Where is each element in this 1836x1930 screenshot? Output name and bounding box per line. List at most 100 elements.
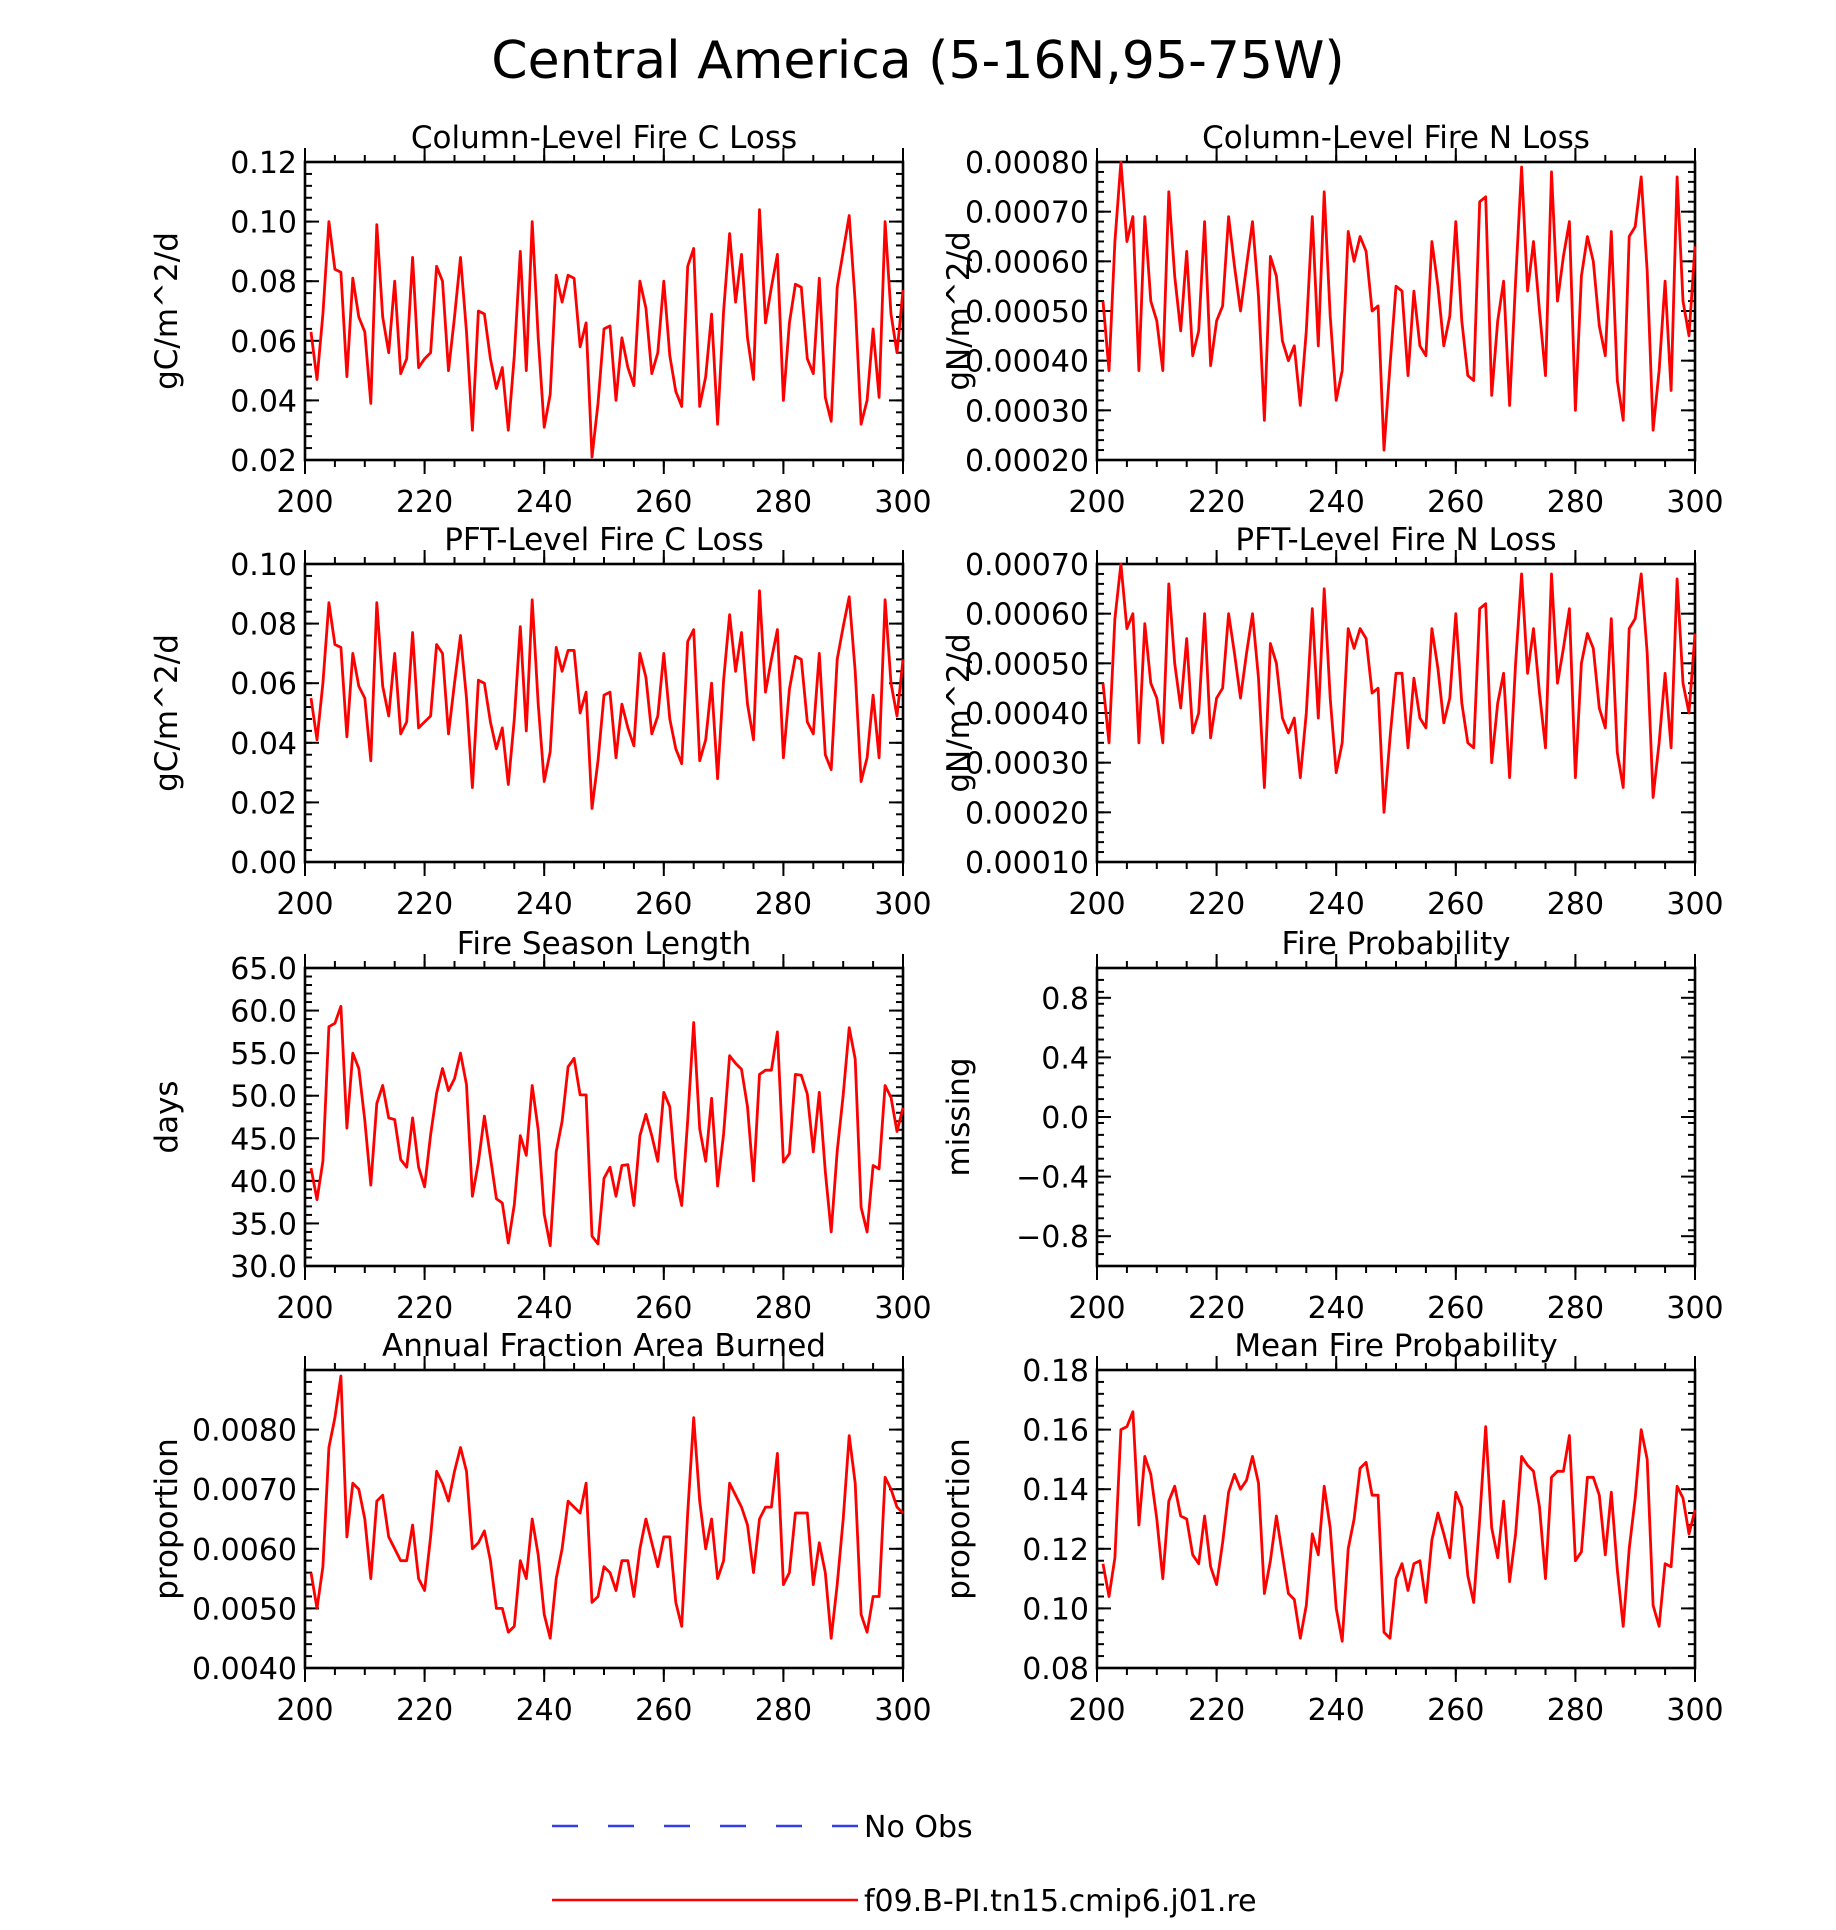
y-tick-label: 0.16 <box>1022 1414 1089 1449</box>
x-tick-label: 300 <box>1666 887 1723 922</box>
y-axis-label: missing <box>941 1057 977 1176</box>
series-line-0 <box>309 589 905 810</box>
panel-grid: Column-Level Fire C Loss gC/m^2/d 0.02 0.04… <box>149 120 1724 1728</box>
y-axis-label: proportion <box>941 1438 977 1599</box>
y-tick-label: 0.00040 <box>965 697 1089 732</box>
x-tick-label: 200 <box>1068 485 1125 520</box>
y-tick-label: 0.04 <box>230 384 297 419</box>
y-tick-label: 0.12 <box>1022 1533 1089 1568</box>
y-tick-label: 0.06 <box>230 325 297 360</box>
x-tick-label: 300 <box>874 485 931 520</box>
panel-title: PFT-Level Fire C Loss <box>444 522 764 558</box>
x-tick-label: 200 <box>276 1693 333 1728</box>
x-tick-label: 300 <box>874 1693 931 1728</box>
y-tick-label: 0.00030 <box>965 747 1089 782</box>
y-tick-label: 0.00020 <box>965 796 1089 831</box>
y-tick-label: 0.02 <box>230 786 297 821</box>
y-tick-label: 0.00030 <box>965 394 1089 429</box>
y-tick-label: 0.00020 <box>965 444 1089 479</box>
x-tick-label: 260 <box>635 485 692 520</box>
y-tick-label: 45.0 <box>230 1122 297 1157</box>
x-tick-label: 200 <box>1068 1693 1125 1728</box>
chart-panel-pft-level-fire-n-loss: PFT-Level Fire N Loss gN/m^2/d 0.00010 0.00… <box>941 522 1724 922</box>
x-tick-label: 240 <box>1308 485 1365 520</box>
y-tick-label: −0.8 <box>1016 1220 1089 1255</box>
legend-label-run: f09.B-PI.tn15.cmip6.j01.re <box>864 1884 1257 1919</box>
x-tick-label: 260 <box>635 1693 692 1728</box>
y-tick-label: 0.00 <box>230 846 297 881</box>
x-tick-label: 240 <box>516 1693 573 1728</box>
x-tick-label: 280 <box>1547 887 1604 922</box>
panel-title: Column-Level Fire C Loss <box>411 120 797 156</box>
x-tick-label: 200 <box>276 1291 333 1326</box>
y-tick-label: 0.00010 <box>965 846 1089 881</box>
x-tick-label: 240 <box>516 485 573 520</box>
x-tick-label: 280 <box>755 1693 812 1728</box>
chart-panel-mean-fire-probability: Mean Fire Probability proportion 0.08 0.10 0… <box>941 1328 1724 1728</box>
x-tick-label: 300 <box>1666 1693 1723 1728</box>
x-tick-label: 280 <box>1547 485 1604 520</box>
x-tick-label: 220 <box>1188 1693 1245 1728</box>
x-tick-label: 240 <box>516 1291 573 1326</box>
x-tick-label: 220 <box>396 1693 453 1728</box>
x-tick-label: 220 <box>1188 887 1245 922</box>
x-tick-label: 280 <box>755 1291 812 1326</box>
y-tick-label: 0.06 <box>230 667 297 702</box>
x-tick-label: 280 <box>755 887 812 922</box>
legend-label-no-obs: No Obs <box>864 1810 973 1845</box>
x-tick-label: 260 <box>1427 1291 1484 1326</box>
x-tick-label: 200 <box>276 887 333 922</box>
chart-panel-column-level-fire-n-loss: Column-Level Fire N Loss gN/m^2/d 0.00020 0… <box>941 120 1724 520</box>
panel-title: PFT-Level Fire N Loss <box>1235 522 1556 558</box>
x-tick-label: 280 <box>755 485 812 520</box>
y-tick-label: 0.10 <box>1022 1592 1089 1627</box>
series-line-0 <box>309 1374 904 1640</box>
y-tick-label: 0.08 <box>230 265 297 300</box>
y-tick-label: 0.10 <box>230 206 297 241</box>
series-line-0 <box>1101 562 1697 814</box>
y-tick-label: 60.0 <box>230 995 297 1030</box>
series-line-0 <box>1101 160 1697 452</box>
y-tick-label: 0.8 <box>1041 982 1089 1017</box>
x-tick-label: 220 <box>396 1291 453 1326</box>
y-tick-label: 0.00040 <box>965 345 1089 380</box>
x-tick-label: 300 <box>874 1291 931 1326</box>
y-tick-label: 0.12 <box>230 146 297 181</box>
x-tick-label: 220 <box>1188 1291 1245 1326</box>
x-tick-label: 240 <box>1308 1693 1365 1728</box>
y-axis-label: proportion <box>149 1438 185 1599</box>
x-tick-label: 200 <box>1068 1291 1125 1326</box>
chart-panel-fire-season-length: Fire Season Length days 30.0 35.0 40.0 45.0 50… <box>149 926 932 1326</box>
y-tick-label: 0.00060 <box>965 598 1089 633</box>
y-tick-label: 0.00050 <box>965 647 1089 682</box>
x-tick-label: 260 <box>1427 485 1484 520</box>
x-tick-label: 300 <box>874 887 931 922</box>
series-line-0 <box>309 208 905 459</box>
chart-panel-column-level-fire-c-loss: Column-Level Fire C Loss gC/m^2/d 0.02 0.04… <box>149 120 932 520</box>
x-tick-label: 280 <box>1547 1693 1604 1728</box>
y-tick-label: 0.14 <box>1022 1473 1089 1508</box>
x-tick-label: 220 <box>396 485 453 520</box>
y-tick-label: 0.00080 <box>965 146 1089 181</box>
y-tick-label: 0.4 <box>1041 1041 1089 1076</box>
chart-panel-fire-probability: Fire Probability missing −0.8 −0.4 0.0 0.4 0.8… <box>941 926 1724 1326</box>
y-tick-label: −0.4 <box>1016 1161 1089 1196</box>
y-tick-label: 0.18 <box>1022 1354 1089 1389</box>
y-tick-label: 0.00070 <box>965 196 1089 231</box>
y-tick-label: 55.0 <box>230 1037 297 1072</box>
x-tick-label: 220 <box>1188 485 1245 520</box>
panel-title: Column-Level Fire N Loss <box>1202 120 1590 156</box>
y-axis-label: gN/m^2/d <box>941 231 977 390</box>
x-tick-label: 220 <box>396 887 453 922</box>
panel-title: Mean Fire Probability <box>1234 1328 1557 1364</box>
x-tick-label: 240 <box>1308 887 1365 922</box>
x-tick-label: 260 <box>1427 1693 1484 1728</box>
x-tick-label: 280 <box>1547 1291 1604 1326</box>
y-tick-label: 0.08 <box>1022 1652 1089 1687</box>
y-axis-label: gC/m^2/d <box>149 232 185 390</box>
y-tick-label: 35.0 <box>230 1207 297 1242</box>
x-tick-label: 260 <box>635 1291 692 1326</box>
x-tick-label: 200 <box>1068 887 1125 922</box>
y-axis-label: gC/m^2/d <box>149 634 185 792</box>
